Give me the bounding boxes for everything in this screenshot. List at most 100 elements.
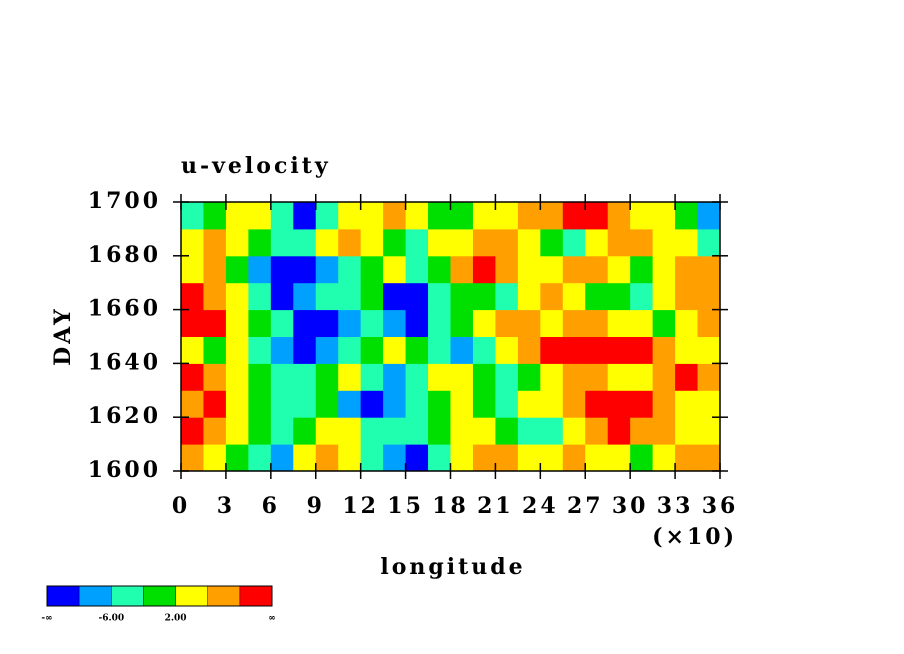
- cell: [562, 255, 586, 284]
- x-tick-label: 6: [262, 493, 280, 519]
- cell: [697, 336, 721, 364]
- cell: [607, 309, 631, 337]
- cell: [517, 309, 541, 337]
- cell: [383, 336, 407, 364]
- y-tick-label: 1700: [88, 188, 161, 214]
- cell: [540, 444, 564, 472]
- cell: [652, 255, 676, 284]
- cell: [585, 255, 609, 284]
- x-tick-label: 9: [307, 493, 325, 519]
- cell: [562, 336, 586, 364]
- cell: [428, 255, 451, 284]
- cell: [697, 228, 721, 257]
- cell: [248, 417, 272, 445]
- cell: [181, 228, 204, 257]
- cell: [472, 363, 496, 391]
- cell: [338, 202, 362, 230]
- cell: [270, 202, 294, 230]
- cell: [405, 282, 429, 311]
- cell: [383, 228, 407, 257]
- cell: [472, 336, 496, 364]
- cell: [248, 444, 272, 472]
- cell: [585, 282, 609, 311]
- cell: [585, 363, 609, 391]
- cell: [675, 282, 699, 311]
- cell: [630, 228, 654, 257]
- cell: [315, 228, 339, 257]
- cell: [225, 390, 249, 418]
- cell: [562, 309, 586, 337]
- cell: [585, 444, 609, 472]
- cell: [472, 444, 496, 472]
- cell: [517, 363, 541, 391]
- colorbar-swatch: [143, 586, 177, 606]
- cell: [338, 417, 362, 445]
- cell: [225, 309, 249, 337]
- cell: [383, 363, 407, 391]
- cell: [360, 228, 384, 257]
- y-tick-label: 1660: [88, 296, 161, 322]
- cell: [607, 282, 631, 311]
- x-tick-label: 30: [612, 493, 649, 519]
- cell: [270, 309, 294, 337]
- cell: [607, 202, 631, 230]
- cell: [203, 336, 227, 364]
- cell: [675, 255, 699, 284]
- cell: [428, 363, 451, 391]
- cell: [315, 309, 339, 337]
- cell: [495, 417, 519, 445]
- cell: [315, 444, 339, 472]
- x-tick-label: 33: [657, 493, 694, 519]
- cell: [562, 363, 586, 391]
- cell: [540, 255, 564, 284]
- cell: [315, 255, 339, 284]
- cell: [562, 444, 586, 472]
- cell: [697, 390, 721, 418]
- cell: [203, 390, 227, 418]
- cell: [428, 336, 451, 364]
- y-tick-label: 1600: [88, 457, 161, 483]
- cell: [562, 417, 586, 445]
- cell: [630, 255, 654, 284]
- cell: [338, 309, 362, 337]
- cell: [270, 444, 294, 472]
- y-tick-label: 1620: [88, 403, 161, 429]
- cell: [383, 202, 407, 230]
- cell: [225, 444, 249, 472]
- cell: [540, 282, 564, 311]
- cell: [607, 417, 631, 445]
- field: [181, 202, 721, 472]
- cell: [630, 202, 654, 230]
- cell: [607, 255, 631, 284]
- x-tick-label: 0: [172, 493, 190, 519]
- cell: [630, 309, 654, 337]
- cell: [428, 309, 451, 337]
- cell: [203, 282, 227, 311]
- cell: [225, 363, 249, 391]
- cell: [428, 282, 451, 311]
- cell: [517, 228, 541, 257]
- x-tick-label: 27: [567, 493, 604, 519]
- cell: [630, 417, 654, 445]
- x-tick-label: 18: [432, 493, 469, 519]
- cell: [338, 363, 362, 391]
- cell: [248, 255, 272, 284]
- cell: [225, 255, 249, 284]
- cell: [338, 255, 362, 284]
- cell: [697, 417, 721, 445]
- cell: [540, 336, 564, 364]
- cell: [450, 444, 474, 472]
- cell: [697, 282, 721, 311]
- cell: [405, 390, 429, 418]
- cell: [293, 228, 317, 257]
- cell: [450, 228, 474, 257]
- cell: [607, 363, 631, 391]
- cell: [585, 390, 609, 418]
- cell: [383, 444, 407, 472]
- colorbar-swatch: [239, 586, 273, 606]
- cell: [360, 417, 384, 445]
- cell: [540, 309, 564, 337]
- cell: [450, 202, 474, 230]
- colorbar-swatch: [47, 586, 80, 606]
- cell: [675, 202, 699, 230]
